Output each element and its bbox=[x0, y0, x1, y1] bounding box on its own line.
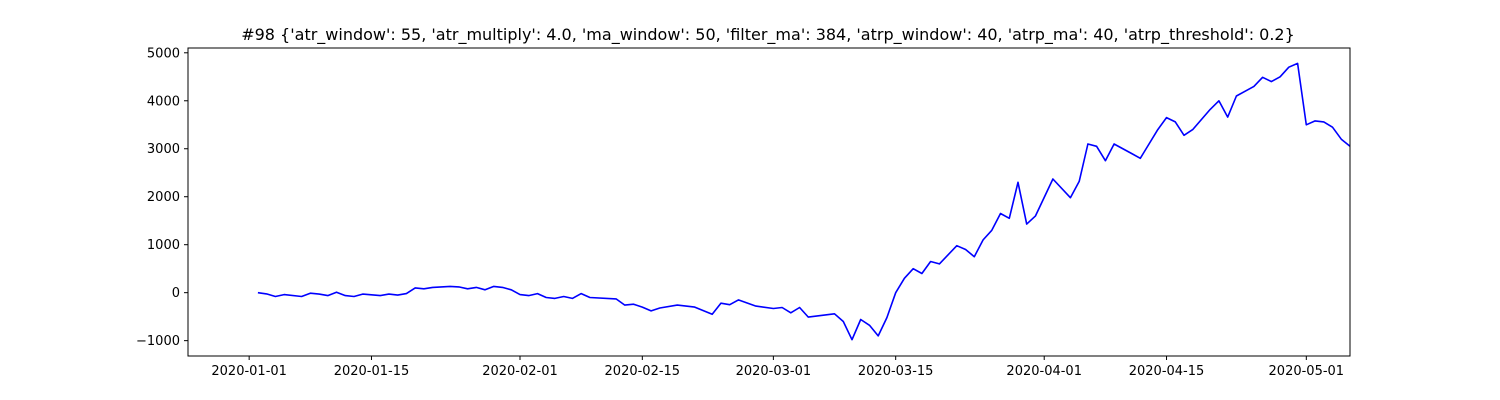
chart-title: #98 {'atr_window': 55, 'atr_multiply': 4… bbox=[241, 25, 1295, 45]
x-tick-label: 2020-02-15 bbox=[605, 364, 681, 379]
plot-area bbox=[257, 62, 1351, 341]
plot-frame bbox=[187, 47, 1351, 357]
series-line-0 bbox=[257, 62, 1351, 341]
y-tick-label: 3000 bbox=[147, 142, 180, 157]
y-tick-label: −1000 bbox=[136, 334, 180, 349]
x-tick-label: 2020-05-01 bbox=[1269, 364, 1345, 379]
y-tick-label: 4000 bbox=[147, 94, 180, 109]
x-tick-label: 2020-01-01 bbox=[211, 364, 287, 379]
x-tick-label: 2020-01-15 bbox=[334, 364, 410, 379]
x-tick-label: 2020-02-01 bbox=[482, 364, 558, 379]
x-tick-label: 2020-03-15 bbox=[858, 364, 934, 379]
y-tick-label: 1000 bbox=[147, 238, 180, 253]
y-axis: −1000 0 1000 2000 3000 4000 5000 bbox=[136, 46, 188, 349]
x-tick-label: 2020-04-15 bbox=[1129, 364, 1205, 379]
y-tick-label: 2000 bbox=[147, 190, 180, 205]
x-tick-label: 2020-03-01 bbox=[736, 364, 812, 379]
x-tick-label: 2020-04-01 bbox=[1006, 364, 1082, 379]
x-axis: 2020-01-01 2020-01-15 2020-02-01 2020-02-15… bbox=[211, 356, 1344, 379]
y-tick-label: 5000 bbox=[147, 46, 180, 61]
y-tick-label: 0 bbox=[172, 286, 180, 301]
